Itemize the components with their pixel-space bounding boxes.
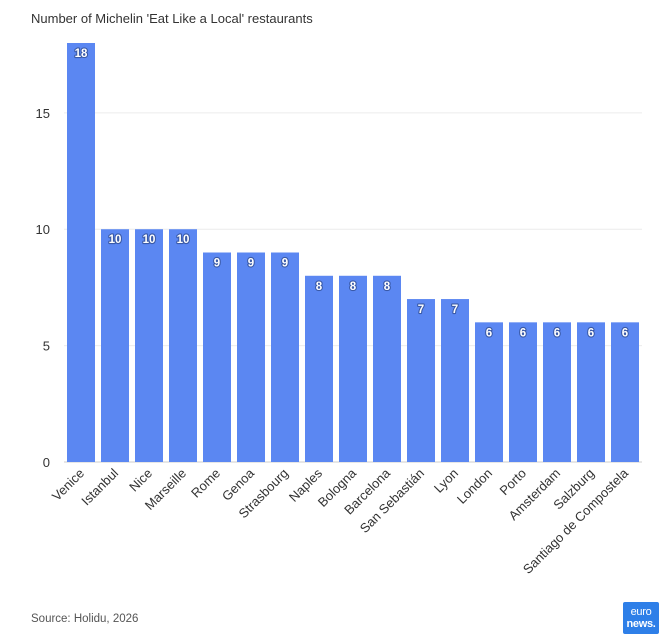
x-tick-label: Rome <box>188 466 223 501</box>
data-label: 6 <box>554 327 560 339</box>
data-label: 9 <box>282 258 288 270</box>
data-label: 9 <box>214 258 220 270</box>
data-label: 7 <box>418 304 424 316</box>
data-label: 8 <box>316 281 323 293</box>
x-tick-label: Lyon <box>431 466 461 496</box>
bar <box>169 229 197 462</box>
source-note: Source: Holidu, 2026 <box>31 613 139 625</box>
bar <box>67 43 95 462</box>
bar <box>407 299 435 462</box>
x-tick-label: Istanbul <box>78 465 121 508</box>
x-tick-label: London <box>454 466 495 507</box>
data-label: 8 <box>350 281 357 293</box>
data-label: 6 <box>486 327 492 339</box>
bar <box>577 322 605 462</box>
data-label: 9 <box>248 258 254 270</box>
data-label: 10 <box>143 234 156 246</box>
bar <box>475 322 503 462</box>
data-label: 10 <box>109 234 122 246</box>
bar <box>441 299 469 462</box>
bar <box>509 322 537 462</box>
bar <box>373 275 401 462</box>
bar <box>237 252 265 462</box>
bar <box>203 252 231 462</box>
x-tick-label: Nice <box>126 466 155 495</box>
data-label: 6 <box>588 327 594 339</box>
y-tick-label: 5 <box>43 339 50 354</box>
data-label: 6 <box>520 327 526 339</box>
logo-text-bottom: news. <box>626 618 656 630</box>
data-label: 8 <box>384 281 391 293</box>
bar <box>271 252 299 462</box>
data-label: 7 <box>452 304 458 316</box>
y-tick-label: 0 <box>43 455 50 470</box>
bar <box>339 275 367 462</box>
chart-title: Number of Michelin 'Eat Like a Local' re… <box>31 11 313 26</box>
y-tick-label: 10 <box>36 222 50 237</box>
data-label: 10 <box>177 234 190 246</box>
data-label: 6 <box>622 327 628 339</box>
logo-text-top: euro <box>630 606 652 618</box>
data-label: 18 <box>75 48 88 60</box>
euronews-logo: euro news. <box>623 602 659 634</box>
bar <box>135 229 163 462</box>
bar <box>611 322 639 462</box>
bar-chart: 05101518Venice10Istanbul10Nice10Marseill… <box>36 43 642 577</box>
bar <box>543 322 571 462</box>
bar <box>305 275 333 462</box>
bar <box>101 229 129 462</box>
y-tick-label: 15 <box>36 106 50 121</box>
